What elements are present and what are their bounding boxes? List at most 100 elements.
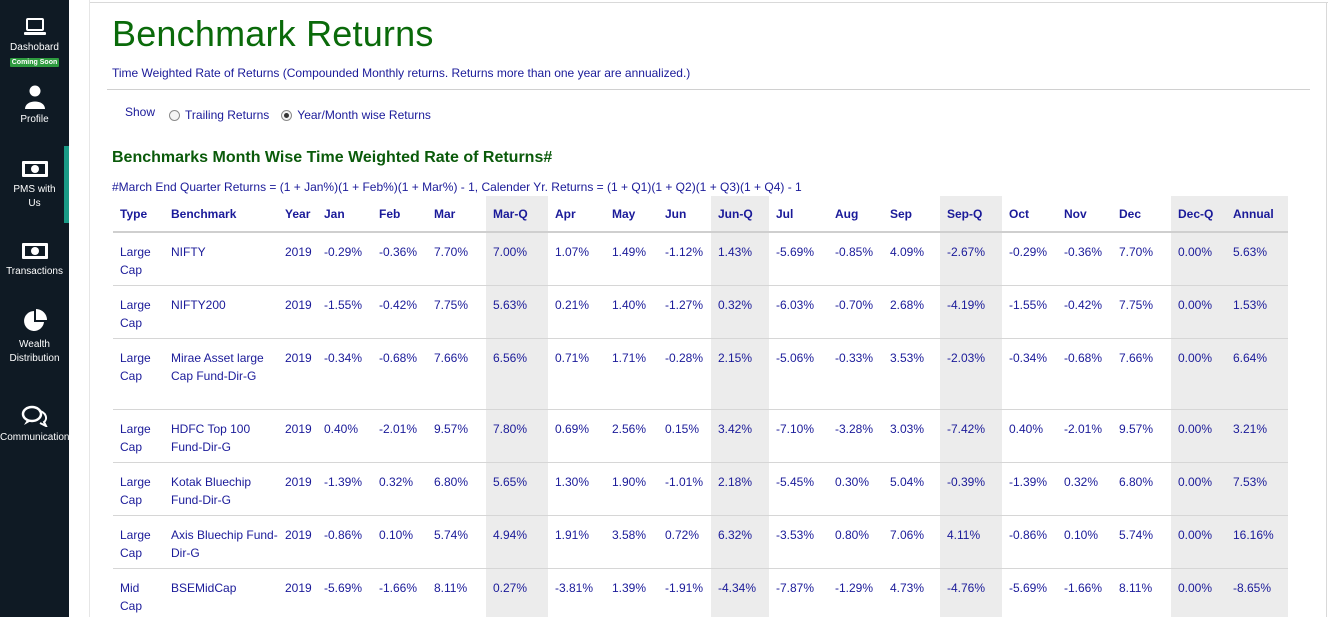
value-cell: 6.80% xyxy=(427,462,486,516)
value-cell: -5.69% xyxy=(317,568,372,617)
value-cell: -0.34% xyxy=(317,338,372,410)
column-header: Jan xyxy=(317,196,372,233)
sidebar-item-label: Communications xyxy=(0,432,75,443)
table-row: Large Cap NIFTY 2019 -0.29% -0.36% 7.70% 7.00%… xyxy=(113,232,1288,286)
value-cell: 0.00% xyxy=(1171,462,1226,516)
sidebar-item-pms-with-us[interactable]: PMS with Us xyxy=(0,159,69,211)
value-cell: 0.00% xyxy=(1171,568,1226,617)
value-cell: 0.80% xyxy=(828,515,883,569)
table-row: Large Cap NIFTY200 2019 -1.55% -0.42% 7.75% 5.… xyxy=(113,285,1288,339)
benchmark-cell: HDFC Top 100 Fund-Dir-G xyxy=(164,409,278,463)
value-cell: 2019 xyxy=(278,409,317,463)
value-cell: -6.03% xyxy=(769,285,828,339)
value-cell: 1.43% xyxy=(711,232,769,286)
value-cell: 4.73% xyxy=(883,568,940,617)
value-cell: 7.66% xyxy=(1112,338,1171,410)
value-cell: -1.39% xyxy=(1002,462,1057,516)
sidebar-item-label: PMS with Us xyxy=(13,184,56,209)
benchmark-cell: Mirae Asset large Cap Fund-Dir-G xyxy=(164,338,278,410)
divider xyxy=(107,89,1310,90)
column-header: Aug xyxy=(828,196,883,233)
value-cell: -0.42% xyxy=(372,285,427,339)
value-cell: 7.00% xyxy=(486,232,548,286)
table-row: Large Cap Axis Bluechip Fund-Dir-G 2019 -0.… xyxy=(113,515,1288,569)
benchmark-cell: Kotak Bluechip Fund-Dir-G xyxy=(164,462,278,516)
value-cell: 2019 xyxy=(278,285,317,339)
value-cell: 0.40% xyxy=(1002,409,1057,463)
benchmark-cell: Axis Bluechip Fund-Dir-G xyxy=(164,515,278,569)
value-cell: -8.65% xyxy=(1226,568,1288,617)
sidebar-item-communications[interactable]: Communications xyxy=(0,405,75,445)
value-cell: 0.10% xyxy=(1057,515,1112,569)
year-month-returns-option[interactable]: Year/Month wise Returns xyxy=(281,108,431,122)
value-cell: 5.63% xyxy=(1226,232,1288,286)
value-cell: -0.42% xyxy=(1057,285,1112,339)
user-icon xyxy=(24,85,45,109)
money-icon xyxy=(21,161,48,177)
value-cell: 1.39% xyxy=(605,568,658,617)
sidebar-item-dashboard[interactable]: Dashobard Coming Soon xyxy=(0,17,69,67)
value-cell: 2019 xyxy=(278,568,317,617)
value-cell: 0.00% xyxy=(1171,232,1226,286)
value-cell: 5.63% xyxy=(486,285,548,339)
sidebar-item-wealth-distribution[interactable]: Wealth Distribution xyxy=(0,308,69,366)
value-cell: 6.32% xyxy=(711,515,769,569)
sidebar-item-transactions[interactable]: Transactions xyxy=(0,241,69,279)
value-cell: 5.74% xyxy=(1112,515,1171,569)
value-cell: 8.11% xyxy=(427,568,486,617)
value-cell: -7.42% xyxy=(940,409,1002,463)
column-header: Nov xyxy=(1057,196,1112,233)
column-header: Sep-Q xyxy=(940,196,1002,233)
formula-note: #March End Quarter Returns = (1 + Jan%)(… xyxy=(112,180,802,194)
laptop-icon xyxy=(23,18,46,35)
value-cell: -0.28% xyxy=(658,338,711,410)
value-cell: 7.53% xyxy=(1226,462,1288,516)
value-cell: -3.53% xyxy=(769,515,828,569)
sidebar: Dashobard Coming Soon Profile PMS with U… xyxy=(0,0,75,617)
value-cell: 5.65% xyxy=(486,462,548,516)
sidebar-item-profile[interactable]: Profile xyxy=(0,85,69,127)
value-cell: 0.00% xyxy=(1171,338,1226,410)
value-cell: 7.06% xyxy=(883,515,940,569)
value-cell: 3.42% xyxy=(711,409,769,463)
value-cell: 7.75% xyxy=(1112,285,1171,339)
pie-chart-icon xyxy=(23,309,47,331)
column-header: Type xyxy=(113,196,164,233)
value-cell: 2.18% xyxy=(711,462,769,516)
value-cell: 0.00% xyxy=(1171,409,1226,463)
value-cell: -3.28% xyxy=(828,409,883,463)
value-cell: 1.90% xyxy=(605,462,658,516)
value-cell: -1.91% xyxy=(658,568,711,617)
value-cell: -0.39% xyxy=(940,462,1002,516)
value-cell: 9.57% xyxy=(427,409,486,463)
value-cell: 0.71% xyxy=(548,338,605,410)
value-cell: -1.12% xyxy=(658,232,711,286)
value-cell: 16.16% xyxy=(1226,515,1288,569)
value-cell: 0.32% xyxy=(711,285,769,339)
year-month-returns-radio[interactable] xyxy=(281,109,293,121)
type-cell: Large Cap xyxy=(113,515,164,569)
value-cell: 0.27% xyxy=(486,568,548,617)
column-header: Year xyxy=(278,196,317,233)
column-header: Jul xyxy=(769,196,828,233)
column-header: Feb xyxy=(372,196,427,233)
value-cell: 1.71% xyxy=(605,338,658,410)
value-cell: -0.29% xyxy=(1002,232,1057,286)
column-header: Dec-Q xyxy=(1171,196,1226,233)
value-cell: -7.10% xyxy=(769,409,828,463)
section-title: Benchmarks Month Wise Time Weighted Rate… xyxy=(112,149,553,166)
value-cell: 0.00% xyxy=(1171,515,1226,569)
table-row: Large Cap HDFC Top 100 Fund-Dir-G 2019 0.40… xyxy=(113,409,1288,463)
type-cell: Large Cap xyxy=(113,409,164,463)
value-cell: -5.45% xyxy=(769,462,828,516)
column-header: Jun-Q xyxy=(711,196,769,233)
coming-soon-badge: Coming Soon xyxy=(9,58,60,67)
value-cell: -2.03% xyxy=(940,338,1002,410)
value-cell: 7.70% xyxy=(427,232,486,286)
sidebar-item-label: Transactions xyxy=(6,266,63,277)
trailing-returns-option[interactable]: Trailing Returns xyxy=(169,108,269,122)
value-cell: 7.70% xyxy=(1112,232,1171,286)
value-cell: -2.01% xyxy=(372,409,427,463)
trailing-returns-radio[interactable] xyxy=(169,109,181,121)
value-cell: 1.30% xyxy=(548,462,605,516)
